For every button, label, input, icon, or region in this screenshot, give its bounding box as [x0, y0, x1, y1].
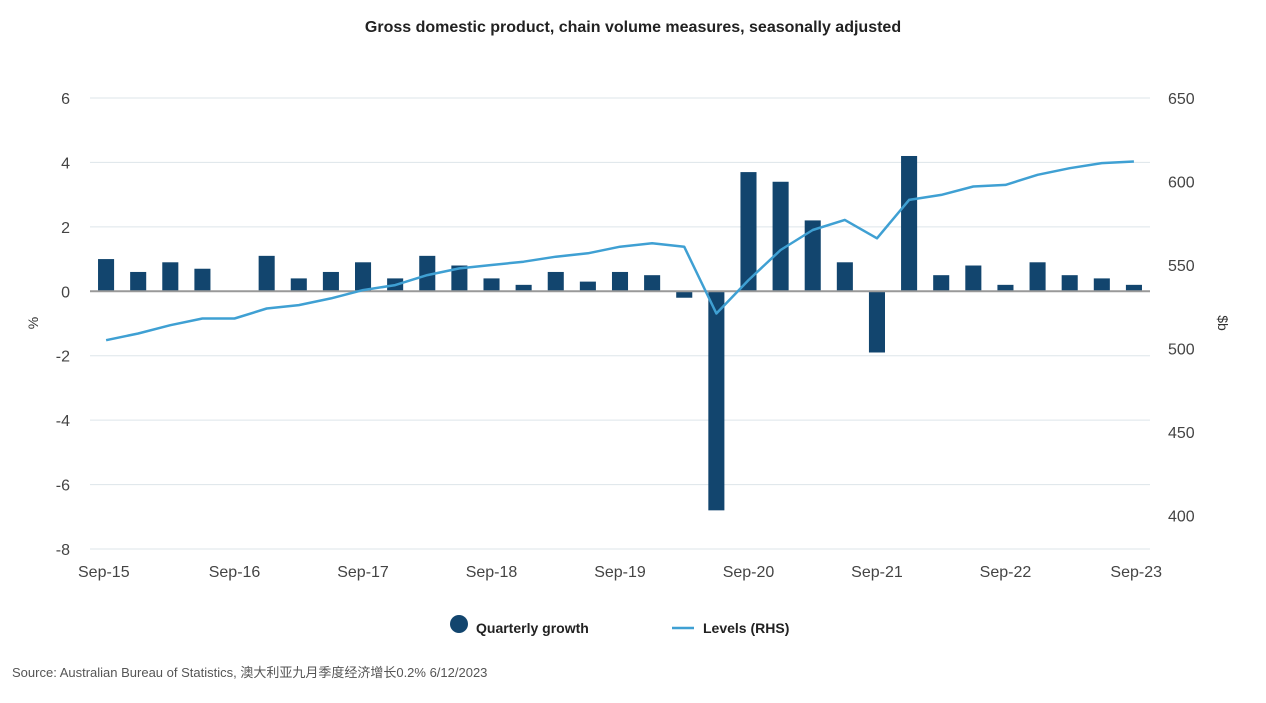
y-tick-label: -4 — [56, 413, 70, 430]
x-tick-label: Sep-21 — [851, 564, 903, 581]
bar-Dec-16 — [258, 255, 275, 292]
bar-Mar-20 — [676, 291, 693, 298]
bar-Mar-21 — [804, 220, 821, 292]
y-tick-label: 4 — [61, 155, 70, 172]
line-series — [105, 160, 1134, 342]
bar-Mar-16 — [162, 262, 179, 292]
y-tick-label: -6 — [56, 478, 70, 495]
bar-Sep-22 — [997, 284, 1014, 292]
bar-Mar-23 — [1061, 275, 1078, 292]
y2-tick-label: 500 — [1168, 342, 1195, 359]
bar-Jun-18 — [451, 265, 468, 292]
y-tick-label: 0 — [61, 284, 70, 301]
y2-tick-label: 650 — [1168, 91, 1195, 108]
bar-Mar-18 — [419, 255, 436, 292]
y2-tick-label: 600 — [1168, 175, 1195, 192]
bar-Jun-21 — [836, 262, 853, 292]
y-tick-label: 2 — [61, 220, 70, 237]
x-tick-label: Sep-18 — [466, 564, 518, 581]
bar-Sep-21 — [868, 291, 885, 353]
x-tick-label: Sep-22 — [980, 564, 1032, 581]
x-tick-label: Sep-20 — [723, 564, 775, 581]
bar-Dec-18 — [515, 284, 532, 292]
x-tick-label: Sep-15 — [78, 564, 130, 581]
bar-Sep-15 — [98, 259, 115, 292]
bar-Dec-22 — [1029, 262, 1046, 292]
right-axis-label: $b — [1215, 315, 1231, 331]
bar-Sep-19 — [611, 271, 629, 292]
bar-Jun-16 — [194, 268, 211, 292]
bar-Sep-17 — [355, 262, 372, 292]
bar-Sep-23 — [1125, 284, 1142, 292]
y2-tick-label: 450 — [1168, 425, 1195, 442]
left-axis-label: % — [25, 317, 41, 329]
source-note: Source: Australian Bureau of Statistics,… — [12, 665, 487, 680]
levels-line — [105, 160, 1134, 342]
bar-Dec-21 — [901, 155, 918, 292]
legend-line-label: Levels (RHS) — [703, 620, 789, 636]
bar-Sep-18 — [483, 278, 500, 292]
bar-Dec-15 — [130, 271, 147, 292]
bar-Jun-19 — [579, 281, 596, 292]
bar-Dec-19 — [644, 275, 661, 292]
bar-Mar-17 — [290, 278, 307, 292]
bar-Sep-20 — [740, 172, 757, 292]
x-tick-label: Sep-17 — [337, 564, 389, 581]
right-axis-ticks: 650 600 550 500 450 400 — [1168, 91, 1195, 526]
y-tick-label: -2 — [56, 349, 70, 366]
bar-Mar-19 — [547, 271, 564, 292]
bar-Mar-22 — [933, 275, 950, 292]
y2-tick-label: 400 — [1168, 509, 1195, 526]
x-tick-label: Sep-16 — [209, 564, 261, 581]
left-axis-ticks: 6 4 2 0 -2 -4 -6 -8 — [56, 91, 70, 559]
legend-bar-label: Quarterly growth — [476, 620, 589, 636]
x-tick-label: Sep-19 — [594, 564, 646, 581]
legend: Quarterly growth Levels (RHS) — [450, 615, 789, 636]
chart-title: Gross domestic product, chain volume mea… — [365, 19, 901, 36]
x-tick-label: Sep-23 — [1110, 564, 1162, 581]
x-axis-ticks: Sep-15 Sep-16 Sep-17 Sep-18 Sep-19 Sep-20 Sep-… — [78, 564, 1162, 581]
legend-bar-marker — [450, 615, 468, 633]
y2-tick-label: 550 — [1168, 258, 1195, 275]
gridlines — [90, 97, 1150, 550]
bar-Jun-17 — [322, 271, 339, 292]
y-tick-label: 6 — [61, 91, 70, 108]
bar-Dec-20 — [772, 181, 789, 292]
bar-Jun-20 — [708, 291, 725, 511]
y-tick-label: -8 — [56, 542, 70, 559]
bar-series — [98, 155, 1142, 511]
bar-Jun-22 — [965, 265, 982, 292]
bar-Jun-23 — [1093, 278, 1110, 292]
